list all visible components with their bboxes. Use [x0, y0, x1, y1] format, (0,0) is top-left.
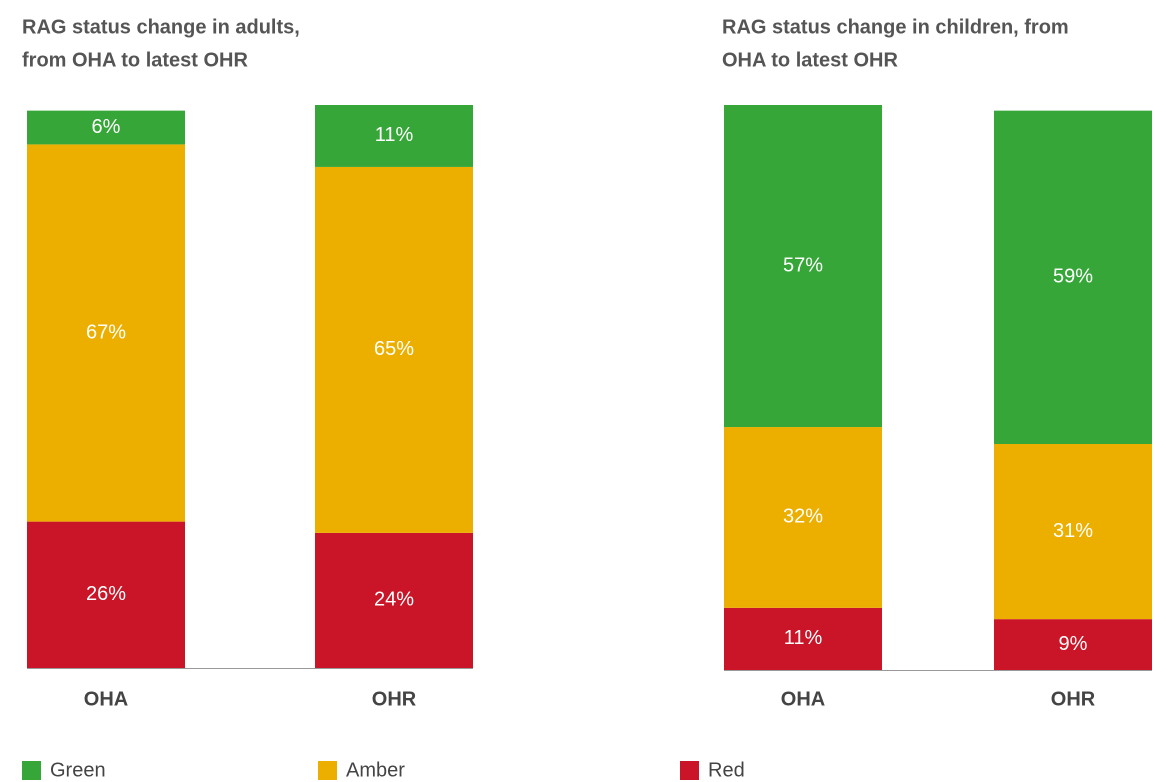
bar-segment — [27, 521, 185, 668]
data-label: 57% — [783, 254, 823, 276]
legend-label: Red — [708, 759, 745, 781]
legend-label: Green — [50, 759, 106, 781]
legend-label: Amber — [346, 759, 405, 781]
bar-segment — [994, 444, 1152, 620]
bar-segment — [994, 110, 1152, 445]
bar-segment — [724, 427, 882, 608]
bar-segment — [994, 619, 1152, 670]
legend-swatch — [680, 761, 699, 780]
legend-swatch — [318, 761, 337, 780]
data-label: 11% — [784, 627, 823, 649]
bar-segment — [315, 166, 473, 533]
data-label: 26% — [86, 583, 126, 605]
data-label: 6% — [92, 116, 121, 138]
data-label: 31% — [1053, 520, 1093, 542]
bar-segment — [27, 110, 185, 145]
bar-segment — [724, 607, 882, 670]
x-tick-label: OHA — [781, 688, 825, 710]
bar-segment — [315, 532, 473, 668]
data-label: 24% — [374, 589, 414, 611]
data-label: 11% — [375, 124, 414, 146]
data-label: 67% — [86, 321, 126, 343]
data-label: 59% — [1053, 266, 1093, 288]
chart-title: OHA to latest OHR — [722, 49, 898, 71]
data-label: 65% — [374, 338, 414, 360]
chart-title: RAG status change in adults, — [22, 16, 300, 38]
chart-title: from OHA to latest OHR — [22, 49, 248, 71]
legend-swatch — [22, 761, 41, 780]
data-label: 9% — [1059, 633, 1088, 655]
x-tick-label: OHR — [1051, 688, 1096, 710]
data-label: 32% — [783, 506, 823, 528]
bar-segment — [724, 105, 882, 428]
bar-segment — [27, 144, 185, 522]
x-tick-label: OHR — [372, 688, 417, 710]
bar-segment — [315, 105, 473, 167]
x-tick-label: OHA — [84, 688, 128, 710]
chart-title: RAG status change in children, from — [722, 16, 1069, 38]
